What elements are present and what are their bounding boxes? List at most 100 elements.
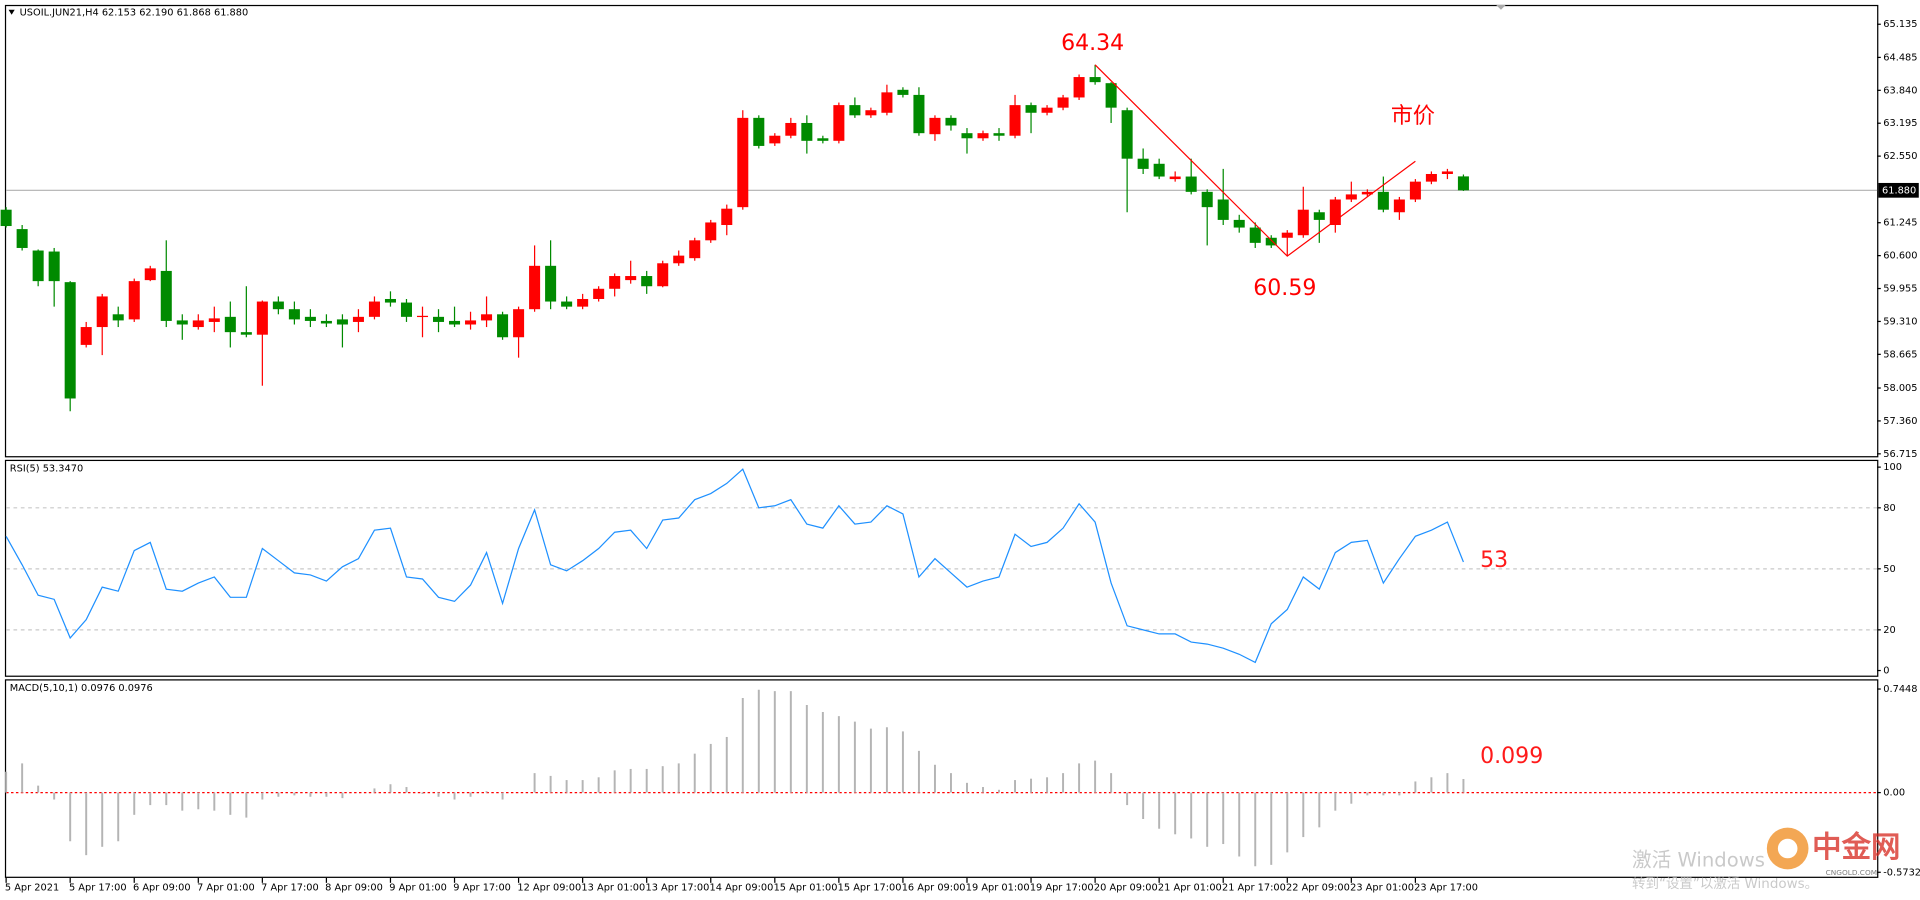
candle-body <box>1041 107 1053 113</box>
candle-body <box>1201 191 1213 208</box>
x-tick-label: 6 Apr 09:00 <box>133 883 191 894</box>
candle-body <box>641 276 653 287</box>
last-price-box <box>1878 182 1919 198</box>
candle-body <box>1025 105 1037 113</box>
macd-title: MACD(5,10,1) 0.0976 0.0976 <box>10 683 153 694</box>
candle-body <box>1249 227 1261 243</box>
rsi-title: RSI(5) 53.3470 <box>10 463 83 474</box>
y-tick-label: 64.485 <box>1883 52 1917 63</box>
x-tick-label: 23 Apr 17:00 <box>1414 883 1478 894</box>
x-tick-label: 5 Apr 17:00 <box>69 883 127 894</box>
candle-body <box>240 332 252 335</box>
candle-body <box>737 117 749 208</box>
candle-body <box>160 270 172 321</box>
y-tick-label: 0.00 <box>1883 788 1905 799</box>
candle-body <box>977 133 989 139</box>
candle-body <box>1297 209 1309 236</box>
x-tick-label: 5 Apr 2021 <box>5 883 59 894</box>
candle-body <box>1361 191 1373 195</box>
symbol-menu-arrow[interactable] <box>8 9 15 15</box>
logo-text: 中金网 <box>1812 830 1900 864</box>
candle-body <box>961 133 973 139</box>
y-tick-label: 65.135 <box>1883 19 1917 30</box>
y-tick-label: -0.5732 <box>1883 867 1920 878</box>
candle-body <box>1281 232 1293 238</box>
candle-body <box>368 301 380 317</box>
y-tick-label: 80 <box>1883 503 1895 514</box>
trendline-label: 60.59 <box>1253 276 1316 301</box>
macd-annotation: 0.099 <box>1480 744 1543 769</box>
candle-body <box>1457 176 1469 191</box>
candle-body <box>833 105 845 141</box>
x-tick-label: 14 Apr 09:00 <box>710 883 774 894</box>
x-tick-label: 21 Apr 01:00 <box>1158 883 1222 894</box>
candle-body <box>1121 110 1133 159</box>
candle-body <box>1153 163 1165 177</box>
rsi-annotation: 53 <box>1480 548 1508 573</box>
candle-body <box>16 229 28 248</box>
candle-body <box>336 319 348 325</box>
candle-body <box>1329 199 1341 226</box>
candle-body <box>1393 199 1405 213</box>
candle-body <box>48 251 60 282</box>
candle-body <box>673 255 685 264</box>
candle-body <box>1169 176 1181 180</box>
candle-body <box>32 250 44 282</box>
candle-body <box>256 301 268 335</box>
candle-body <box>208 318 220 322</box>
candle-body <box>721 208 733 226</box>
watermark-line1: 激活 Windows <box>1632 848 1765 871</box>
candle-body <box>657 263 669 287</box>
x-tick-label: 7 Apr 17:00 <box>261 883 319 894</box>
candle-body <box>785 122 797 136</box>
y-tick-label: 60.600 <box>1883 251 1917 262</box>
x-tick-label: 23 Apr 01:00 <box>1350 883 1414 894</box>
y-tick-label: 58.005 <box>1883 383 1917 394</box>
candle-body <box>609 276 621 289</box>
candle-body <box>705 222 717 241</box>
last-price-label: 61.880 <box>1882 185 1916 196</box>
logo-icon-inner <box>1777 838 1798 859</box>
candle-body <box>497 314 509 338</box>
candle-body <box>1409 181 1421 200</box>
y-tick-label: 62.550 <box>1883 151 1917 162</box>
candle-body <box>384 298 396 303</box>
candle-body <box>128 281 140 320</box>
trendline-label: 64.34 <box>1061 31 1124 56</box>
y-tick-label: 63.840 <box>1883 85 1917 96</box>
candle-body <box>689 240 701 259</box>
x-tick-label: 20 Apr 09:00 <box>1094 883 1158 894</box>
candle-body <box>416 315 429 318</box>
candle-body <box>593 288 605 299</box>
x-tick-label: 12 Apr 09:00 <box>517 883 581 894</box>
candle-body <box>753 117 765 146</box>
candle-body <box>913 94 925 134</box>
candle-body <box>1137 158 1149 169</box>
candle-body <box>320 320 332 324</box>
candle-body <box>929 117 941 135</box>
watermark-line2: 转到“设置”以激活 Windows。 <box>1632 876 1818 892</box>
candle-body <box>897 89 909 95</box>
x-tick-label: 21 Apr 17:00 <box>1222 883 1286 894</box>
x-tick-label: 13 Apr 01:00 <box>581 883 645 894</box>
y-tick-label: 0.7448 <box>1883 684 1917 695</box>
candle-body <box>625 276 637 281</box>
y-tick-label: 63.195 <box>1883 118 1917 129</box>
candle-body <box>192 320 204 328</box>
candle-body <box>1345 194 1357 200</box>
candle-body <box>449 320 461 325</box>
x-tick-label: 9 Apr 01:00 <box>389 883 447 894</box>
x-tick-label: 19 Apr 17:00 <box>1030 883 1094 894</box>
candle-body <box>545 265 557 302</box>
x-tick-label: 7 Apr 01:00 <box>197 883 255 894</box>
x-tick-label: 8 Apr 09:00 <box>325 883 383 894</box>
y-tick-label: 50 <box>1883 564 1895 575</box>
candle-body <box>1217 199 1229 220</box>
candle-body <box>0 209 12 227</box>
x-tick-label: 9 Apr 17:00 <box>453 883 511 894</box>
y-tick-label: 59.310 <box>1883 316 1917 327</box>
x-tick-label: 13 Apr 17:00 <box>645 883 709 894</box>
